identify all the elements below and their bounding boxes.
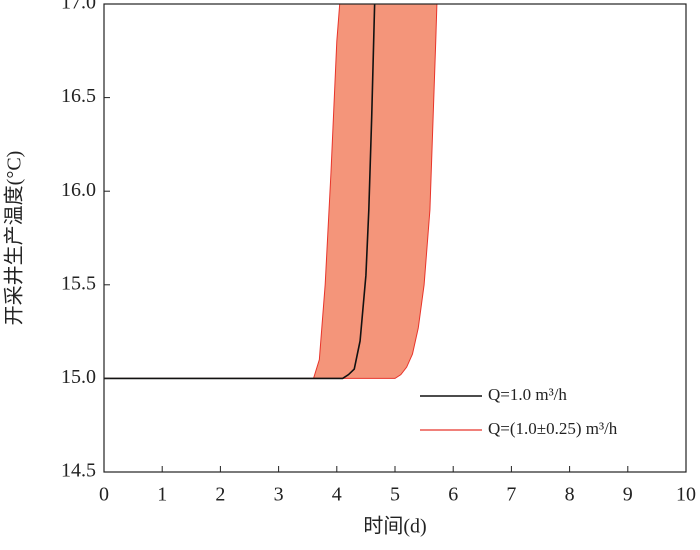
y-tick-label: 17.0 — [61, 0, 96, 14]
x-tick-label: 6 — [448, 484, 458, 506]
y-tick-label: 16.5 — [61, 85, 96, 107]
legend-label: Q=(1.0±0.25) m³/h — [488, 419, 618, 438]
legend-label: Q=1.0 m³/h — [488, 385, 567, 404]
y-axis-title: 开采井生产温度(°C) — [3, 151, 26, 326]
band — [104, 4, 438, 379]
x-axis-title: 时间(d) — [363, 515, 426, 538]
x-tick-label: 7 — [506, 484, 516, 506]
y-tick-label: 15.5 — [61, 272, 96, 294]
line — [104, 4, 376, 380]
x-tick-label: 9 — [623, 484, 633, 506]
x-tick-label: 2 — [215, 484, 225, 506]
y-tick-label: 14.5 — [61, 460, 96, 482]
x-tick-label: 1 — [157, 484, 167, 506]
y-tick-label: 16.0 — [61, 179, 96, 201]
x-tick-label: 8 — [565, 484, 575, 506]
x-tick-label: 5 — [390, 484, 400, 506]
y-tick-label: 15.0 — [61, 366, 96, 388]
x-tick-label: 3 — [274, 484, 284, 506]
x-tick-label: 4 — [332, 484, 342, 506]
x-tick-label: 10 — [676, 484, 696, 506]
x-tick-label: 0 — [99, 484, 109, 506]
plot-area — [104, 4, 438, 380]
